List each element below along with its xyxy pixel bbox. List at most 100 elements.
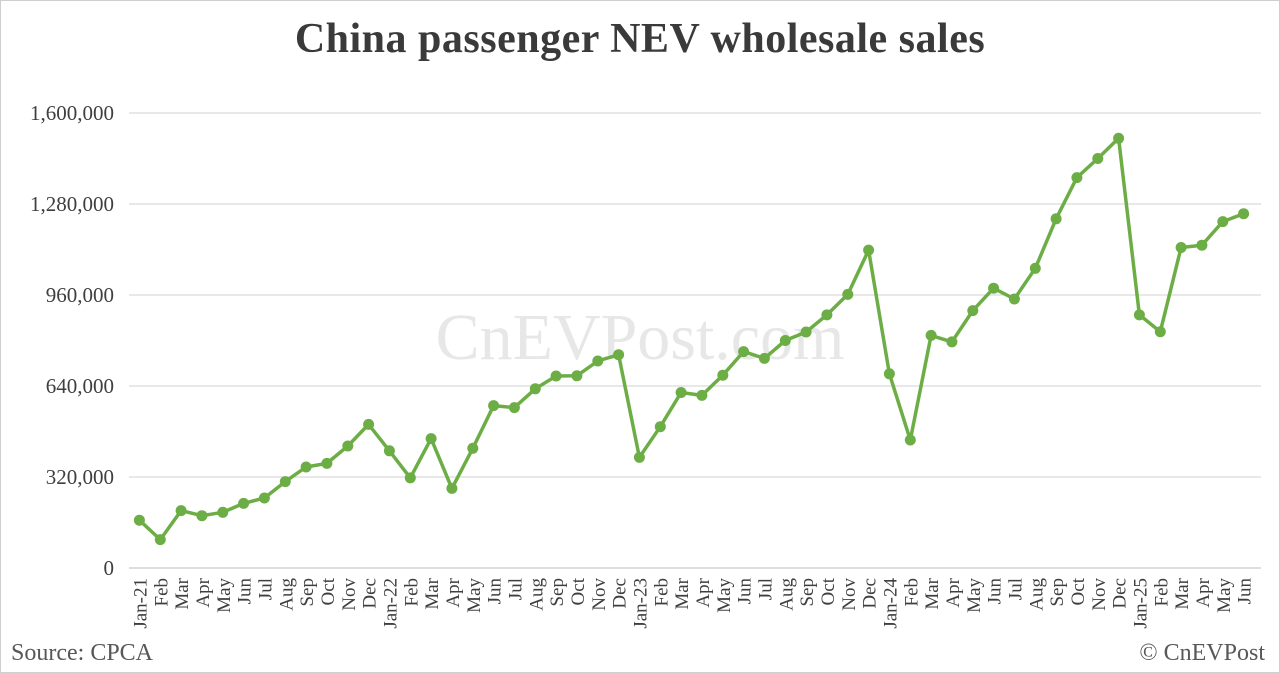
data-point-marker <box>904 434 916 446</box>
x-axis-tick-label: Mar <box>922 577 943 609</box>
x-axis-tick-label: Jul <box>255 578 276 600</box>
x-axis-tick-label: Aug <box>526 578 547 611</box>
data-point-marker <box>613 349 625 361</box>
data-point-marker <box>133 514 145 526</box>
data-point-marker <box>633 451 645 463</box>
data-point-marker <box>821 309 833 321</box>
x-axis-tick-label: Dec <box>860 578 881 609</box>
data-point-marker <box>1008 293 1020 305</box>
data-point-marker <box>1071 172 1083 184</box>
data-point-marker <box>1113 132 1125 144</box>
data-point-marker <box>446 482 458 494</box>
data-point-marker <box>988 282 1000 294</box>
x-axis-tick-label: Sep <box>547 578 568 607</box>
data-point-marker <box>217 506 229 518</box>
data-point-marker <box>363 418 375 430</box>
data-point-marker <box>342 440 354 452</box>
data-point-marker <box>779 335 791 346</box>
x-axis-tick-label: May <box>214 578 235 613</box>
x-axis-tick-label: Mar <box>1172 577 1193 609</box>
x-axis-tick-label: Sep <box>1047 578 1068 607</box>
data-point-marker <box>508 402 520 414</box>
data-point-marker <box>1029 262 1041 274</box>
data-point-marker <box>738 346 750 358</box>
data-point-marker <box>592 355 604 367</box>
x-axis-tick-label: Feb <box>401 578 422 607</box>
x-axis-tick-label: May <box>464 578 485 613</box>
x-axis-tick-label: Jan-24 <box>880 578 901 629</box>
x-axis-tick-label: Feb <box>651 578 672 607</box>
data-point-marker <box>238 497 250 509</box>
x-axis-tick-label: Jun <box>1235 578 1256 605</box>
data-point-marker <box>404 472 416 484</box>
data-point-marker <box>717 369 729 381</box>
y-axis-tick-label: 320,000 <box>46 465 114 489</box>
data-point-marker <box>800 326 812 338</box>
x-axis-tick-label: Apr <box>943 577 964 607</box>
chart-title: China passenger NEV wholesale sales <box>294 16 986 62</box>
x-axis-tick-label: Oct <box>568 577 589 605</box>
x-axis-tick-label: Nov <box>1089 578 1110 611</box>
x-axis-tick-label: Sep <box>797 578 818 607</box>
series-line <box>137 136 1246 542</box>
x-axis-tick-label: May <box>714 578 735 613</box>
x-axis-tick-label: Sep <box>297 578 318 607</box>
x-axis-tick-label: Jul <box>1005 578 1026 600</box>
data-point-marker <box>1050 213 1062 225</box>
x-axis-tick-label: Jan-22 <box>380 578 401 629</box>
x-axis-tick-label: Jun <box>485 578 506 605</box>
x-axis-tick-label: Jun <box>735 578 756 605</box>
x-axis-tick-label: Aug <box>776 578 797 611</box>
data-point-marker <box>675 387 687 398</box>
x-axis-tick-label: Jul <box>505 578 526 600</box>
data-point-marker <box>571 370 583 382</box>
y-axis-tick-label: 640,000 <box>46 374 114 398</box>
y-axis-tick-label: 1,280,000 <box>30 192 114 216</box>
data-point-marker <box>654 421 666 433</box>
data-point-marker <box>1154 326 1166 338</box>
x-axis-tick-label: Dec <box>1110 578 1131 609</box>
data-point-marker <box>383 445 395 457</box>
x-axis-tick-label: Aug <box>276 578 297 611</box>
data-point-marker <box>258 492 270 504</box>
data-point-marker <box>1217 216 1229 228</box>
x-axis-tick-label: Jun <box>985 578 1006 605</box>
x-axis-tick-label: Feb <box>151 578 172 607</box>
x-axis-tick-label: Apr <box>193 577 214 607</box>
data-point-marker <box>425 433 437 445</box>
data-point-marker <box>175 505 187 517</box>
x-axis-tick-label: Apr <box>693 577 714 607</box>
data-point-marker <box>154 534 166 546</box>
data-point-marker <box>529 383 541 395</box>
watermark-text: CnEVPost.com <box>435 301 845 374</box>
data-point-marker <box>1196 239 1208 251</box>
x-axis-tick-label: May <box>964 578 985 613</box>
x-axis-tick-label: Mar <box>422 577 443 609</box>
x-axis-tick-label: Feb <box>901 578 922 607</box>
data-point-marker <box>467 442 479 454</box>
data-point-marker <box>925 329 937 341</box>
data-point-marker <box>1238 208 1250 220</box>
copyright-label: © CnEVPost <box>1139 640 1265 666</box>
x-axis-tick-label: Jan-25 <box>1130 578 1151 629</box>
y-axis-tick-label: 1,600,000 <box>30 101 114 125</box>
x-axis-tick-label: Jan-23 <box>630 578 651 629</box>
x-axis-tick-label: Mar <box>672 577 693 609</box>
data-point-marker <box>1092 153 1104 164</box>
data-point-marker <box>279 476 291 488</box>
data-point-marker <box>321 457 333 469</box>
x-axis-tick-label: Nov <box>839 578 860 611</box>
data-point-marker <box>967 305 979 317</box>
data-point-marker <box>196 510 208 522</box>
data-point-marker <box>488 400 500 412</box>
source-label: Source: CPCA <box>11 640 154 666</box>
x-axis-tick-label: Apr <box>443 577 464 607</box>
x-axis-tick-label: Feb <box>1151 578 1172 607</box>
x-axis-tick-label: Aug <box>1026 578 1047 611</box>
x-axis-tick-label: Oct <box>1068 577 1089 605</box>
y-axis-tick-label: 960,000 <box>46 283 114 307</box>
data-point-marker <box>758 352 770 364</box>
data-point-marker <box>550 370 562 382</box>
